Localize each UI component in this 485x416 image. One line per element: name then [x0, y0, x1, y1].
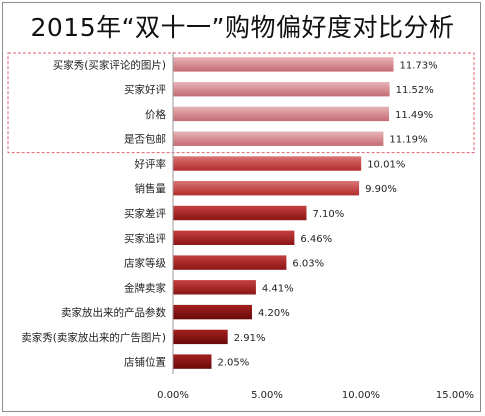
x-tick-label: 15.00% [436, 390, 474, 401]
category-label: 是否包邮 [124, 133, 166, 146]
category-label: 买家好评 [124, 83, 166, 96]
data-label: 11.52% [396, 85, 434, 96]
data-label: 4.41% [262, 283, 294, 294]
data-label: 6.46% [300, 234, 332, 245]
bar [173, 82, 390, 97]
data-label: 7.10% [313, 209, 345, 220]
category-label: 好评率 [135, 158, 167, 171]
category-label: 金牌卖家 [124, 281, 166, 294]
category-label: 价格 [145, 108, 166, 121]
bar [173, 304, 252, 320]
bar [173, 106, 389, 122]
bar [173, 230, 295, 245]
data-label: 11.49% [395, 110, 433, 121]
data-label: 6.03% [292, 259, 324, 270]
bar [173, 329, 228, 345]
category-label: 买家差评 [124, 207, 166, 220]
category-label: 店家等级 [124, 257, 166, 270]
bar [173, 57, 394, 72]
bar [173, 131, 384, 146]
data-label: 11.73% [400, 60, 438, 71]
data-label: 2.05% [218, 358, 250, 369]
category-label: 店铺位置 [124, 356, 166, 369]
data-label: 9.90% [365, 184, 397, 195]
bar [173, 280, 256, 295]
highlight-box [7, 52, 475, 154]
bar [173, 205, 307, 221]
bar [173, 156, 362, 171]
bar [173, 181, 360, 196]
data-label: 2.91% [234, 333, 266, 344]
x-tick-label: 10.00% [342, 390, 380, 401]
category-label: 销售量 [135, 182, 167, 195]
data-label: 11.19% [389, 135, 427, 146]
bar [173, 354, 212, 369]
bar [173, 255, 287, 270]
data-label: 10.01% [367, 160, 405, 171]
category-label: 买家追评 [124, 232, 166, 245]
category-label: 卖家放出来的产品参数 [61, 306, 166, 319]
data-label: 4.20% [258, 308, 290, 319]
x-tick-label: 0.00% [157, 390, 189, 401]
x-tick-label: 5.00% [251, 390, 283, 401]
chart-title: 2015年“双十一”购物偏好度对比分析 [30, 13, 455, 42]
category-label: 卖家秀(卖家放出来的广告图片) [21, 331, 166, 344]
category-label: 买家秀(买家评论的图片) [53, 58, 166, 71]
